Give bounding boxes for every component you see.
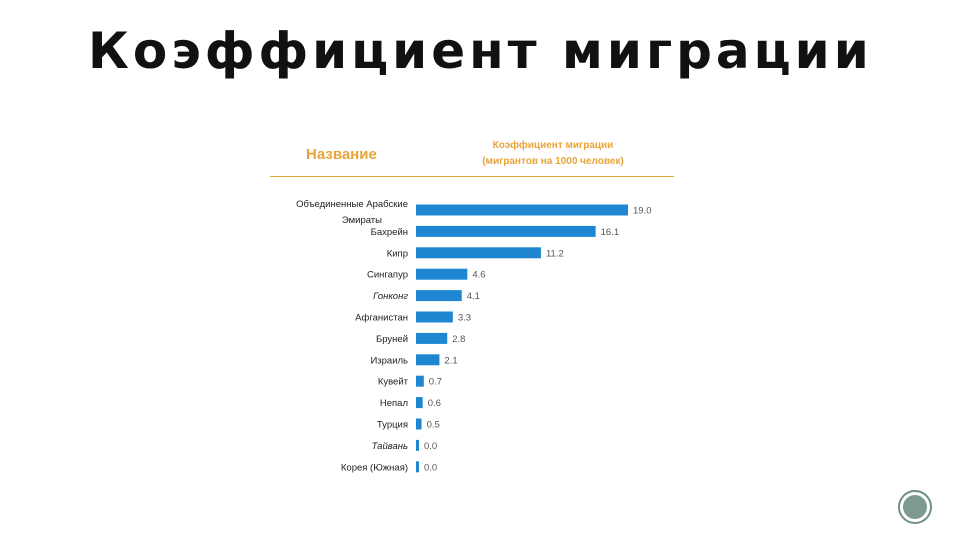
- category-label: Кувейт: [378, 377, 409, 388]
- value-label: 0.6: [428, 398, 441, 409]
- bar: [416, 311, 453, 323]
- bar: [416, 247, 541, 259]
- header-divider: [270, 176, 674, 177]
- value-label: 0.0: [424, 441, 437, 452]
- value-label: 19.0: [633, 206, 652, 217]
- value-label: 2.8: [452, 334, 465, 345]
- category-label: Объединенные Арабские Эмираты: [296, 199, 408, 226]
- slide-nav-circle-inner: [903, 495, 927, 519]
- bar: [416, 418, 422, 430]
- bar: [416, 439, 419, 451]
- category-label: Непал: [380, 398, 408, 409]
- value-label: 0.0: [424, 462, 437, 473]
- bar: [416, 354, 440, 366]
- category-label: Бруней: [376, 334, 408, 345]
- bar: [416, 397, 423, 409]
- value-label: 11.2: [546, 248, 564, 259]
- slide-nav-circle[interactable]: [898, 490, 932, 524]
- category-label: Афганистан: [355, 313, 408, 324]
- bar: [416, 332, 448, 344]
- value-label: 3.3: [458, 313, 471, 324]
- column-header-name: Название: [306, 146, 377, 163]
- bar: [416, 225, 596, 237]
- bar: [416, 375, 424, 387]
- category-label: Израиль: [370, 355, 408, 366]
- value-label: 4.6: [472, 270, 485, 281]
- value-label: 0.7: [429, 377, 442, 388]
- column-header-value: Коэффициент миграции (мигрантов на 1000 …: [458, 138, 648, 170]
- column-header-value-line1: Коэффициент миграции: [492, 140, 614, 151]
- chart-container: Название Коэффициент миграции (мигрантов…: [268, 128, 688, 500]
- value-label: 0.5: [427, 420, 440, 431]
- value-label: 4.1: [467, 291, 480, 302]
- bar-chart: Объединенные Арабские Эмираты 19.0 Бахрейн 1…: [296, 199, 652, 473]
- bar: [416, 268, 468, 280]
- category-label: Тайвань: [372, 441, 408, 452]
- category-label: Турция: [377, 420, 408, 431]
- bar: [416, 461, 419, 473]
- column-header-value-line2: (мигрантов на 1000 человек): [482, 156, 624, 167]
- category-label: Кипр: [387, 248, 408, 259]
- value-label: 2.1: [444, 355, 457, 366]
- category-label: Гонконг: [373, 291, 408, 302]
- category-label: Сингапур: [367, 270, 408, 281]
- bar: [416, 204, 628, 216]
- value-label: 16.1: [601, 227, 620, 238]
- category-label: Бахрейн: [371, 227, 408, 238]
- bar: [416, 290, 462, 302]
- category-label: Корея (Южная): [341, 462, 408, 473]
- slide-title: Коэффициент миграции: [88, 22, 873, 80]
